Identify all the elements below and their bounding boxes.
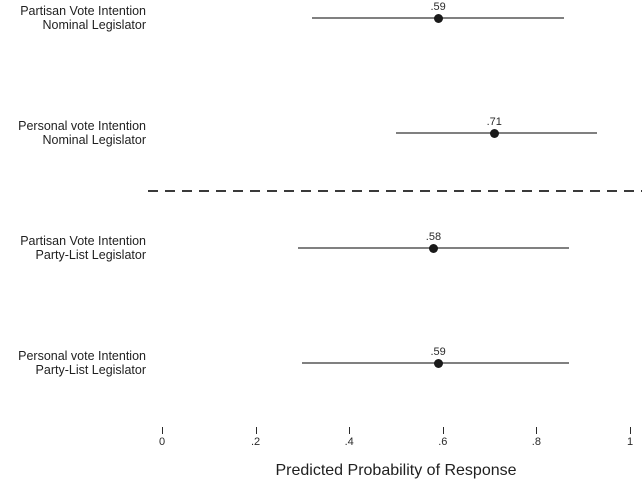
x-axis-tick-label: .4 [344,436,354,448]
x-axis-tick-mark [255,427,257,434]
x-axis-tick-label: .8 [531,436,541,448]
point-estimate-dot [433,358,443,368]
row-category-label: Personal vote Intention Party-List Legisl… [0,349,146,377]
x-axis-tick-mark [162,427,163,434]
row-label-line1: Personal vote Intention [18,119,146,133]
x-axis-title: Predicted Probability of Response [275,462,517,479]
row-label-line1: Partisan Vote Intention [20,234,146,248]
x-axis-tick-mark [442,427,444,434]
row-label-line2: Party-List Legislator [35,363,146,377]
point-estimate-value-label: .59 [430,346,446,358]
row-category-label: Partisan Vote Intention Party-List Legisl… [0,234,146,262]
x-axis-tick-label: 1 [626,436,634,448]
row-category-label: Partisan Vote Intention Nominal Legislato… [0,4,146,32]
x-axis-tick-label: 0 [158,436,166,448]
row-label-line1: Personal vote Intention [18,349,146,363]
point-estimate-dot [433,13,443,23]
row-label-line2: Nominal Legislator [42,18,146,32]
point-estimate-value-label: .71 [486,116,502,128]
x-axis-tick-label: .6 [438,436,448,448]
point-estimate-value-label: .59 [430,1,446,13]
row-label-line1: Partisan Vote Intention [20,4,146,18]
point-estimate-dot [428,243,438,253]
point-estimate-value-label: .58 [425,231,442,243]
x-axis-tick-label: .2 [251,436,261,448]
x-axis-tick-mark [630,427,631,434]
row-label-line2: Nominal Legislator [42,133,146,147]
row-category-label: Personal vote Intention Nominal Legislato… [0,119,146,147]
x-axis-tick-mark [349,427,351,434]
group-separator-dashed-line [148,189,642,192]
row-label-line2: Party-List Legislator [35,248,146,262]
x-axis-tick-mark [536,427,538,434]
point-estimate-dot [489,128,499,138]
